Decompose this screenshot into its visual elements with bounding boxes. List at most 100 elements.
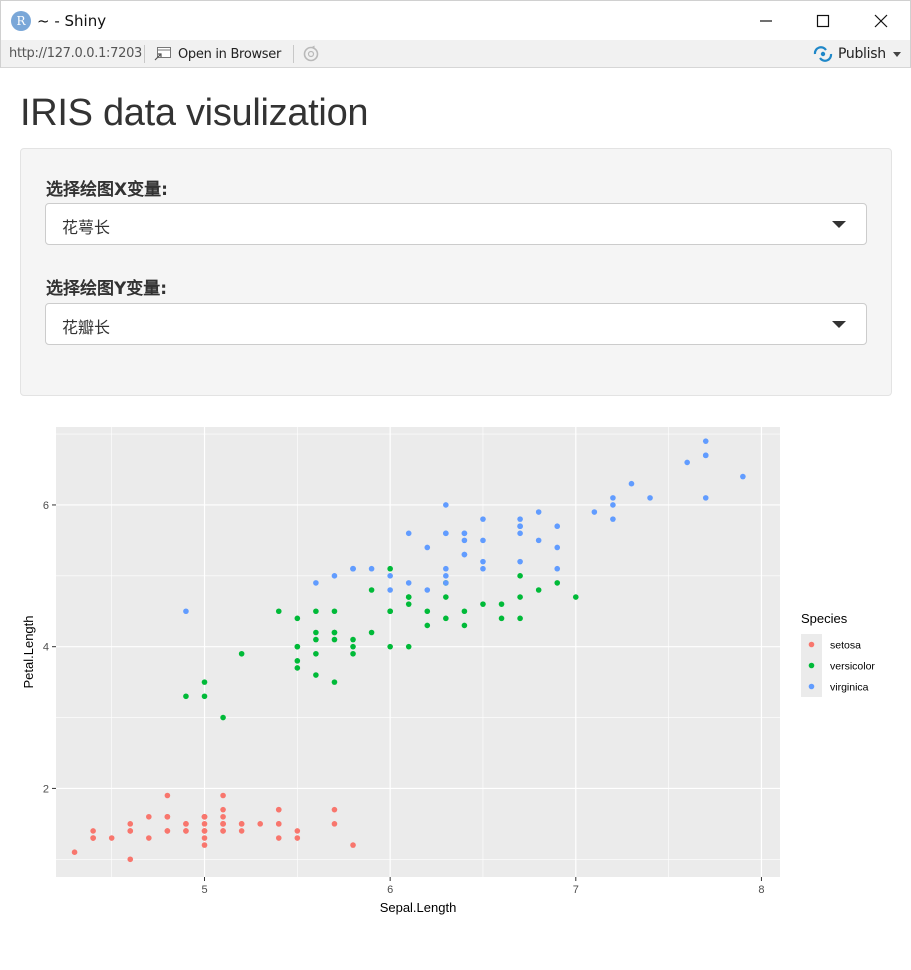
data-point-versicolor xyxy=(480,601,486,607)
data-point-virginica xyxy=(610,495,616,501)
data-point-versicolor xyxy=(424,608,431,615)
legend: Species setosa versicolor virginica xyxy=(801,611,875,697)
data-point-versicolor xyxy=(405,643,412,650)
data-point-setosa xyxy=(220,828,226,834)
data-point-versicolor xyxy=(220,714,226,721)
data-point-versicolor xyxy=(331,608,338,615)
data-point-virginica xyxy=(610,516,616,522)
data-point-virginica xyxy=(387,587,393,593)
y-axis-title: Petal.Length xyxy=(21,615,36,688)
legend-label-versicolor: versicolor xyxy=(830,661,875,673)
data-point-versicolor xyxy=(443,594,449,600)
data-point-virginica xyxy=(702,452,709,459)
data-point-versicolor xyxy=(535,587,542,593)
data-point-versicolor xyxy=(331,679,338,685)
data-point-virginica xyxy=(443,502,449,508)
data-point-versicolor xyxy=(294,615,301,622)
data-point-virginica xyxy=(480,537,486,544)
data-point-versicolor xyxy=(498,601,505,607)
data-point-versicolor xyxy=(387,608,393,615)
data-point-setosa xyxy=(275,835,282,841)
data-point-virginica xyxy=(554,565,561,572)
major-gridlines xyxy=(56,427,780,877)
data-point-virginica xyxy=(535,509,542,515)
data-point-versicolor xyxy=(368,587,375,593)
data-points xyxy=(71,438,746,863)
data-point-virginica xyxy=(628,480,635,487)
data-point-setosa xyxy=(238,821,245,827)
data-point-setosa xyxy=(146,813,152,820)
data-point-virginica xyxy=(443,573,449,579)
legend-label-setosa: setosa xyxy=(830,640,861,652)
data-point-virginica xyxy=(183,608,189,615)
data-point-virginica xyxy=(443,565,449,572)
y-variable-select[interactable]: 花瓣长 xyxy=(45,303,867,345)
data-point-versicolor xyxy=(294,643,301,650)
chevron-down-icon xyxy=(832,221,846,228)
viewer-toolbar: http://127.0.0.1:7203 Open in Browser Pu… xyxy=(0,40,911,68)
publish-dropdown-icon[interactable] xyxy=(893,52,901,57)
publish-button[interactable]: Publish xyxy=(813,45,886,63)
data-point-versicolor xyxy=(313,608,319,615)
x-tick-label: 5 xyxy=(201,884,207,896)
y-variable-value: 花瓣长 xyxy=(62,318,111,337)
url-text[interactable]: http://127.0.0.1:7203 xyxy=(9,46,143,61)
data-point-virginica xyxy=(443,580,449,586)
data-point-virginica xyxy=(517,516,523,522)
data-point-versicolor xyxy=(443,615,449,622)
data-point-setosa xyxy=(350,842,356,848)
data-point-versicolor xyxy=(572,594,579,600)
data-point-versicolor xyxy=(201,693,208,700)
data-point-setosa xyxy=(220,806,226,813)
data-point-versicolor xyxy=(313,636,319,643)
data-point-virginica xyxy=(424,544,431,551)
data-point-setosa xyxy=(201,821,208,827)
refresh-icon[interactable] xyxy=(302,45,320,63)
y-tick-label: 2 xyxy=(43,783,49,795)
data-point-setosa xyxy=(275,806,282,813)
data-point-virginica xyxy=(331,573,338,579)
data-point-virginica xyxy=(387,573,393,579)
data-point-setosa xyxy=(90,828,96,834)
data-point-setosa xyxy=(201,813,208,820)
r-app-icon: R xyxy=(11,11,31,31)
maximize-button[interactable] xyxy=(794,1,852,41)
data-point-virginica xyxy=(554,523,561,530)
data-point-virginica xyxy=(461,551,468,558)
toolbar-divider xyxy=(293,45,294,63)
data-point-virginica xyxy=(313,580,319,586)
minimize-button[interactable] xyxy=(737,1,795,41)
data-point-virginica xyxy=(480,558,486,565)
data-point-versicolor xyxy=(424,622,431,629)
x-tick-label: 8 xyxy=(758,884,764,896)
toolbar-divider xyxy=(144,45,145,63)
data-point-setosa xyxy=(164,828,171,834)
data-point-setosa xyxy=(108,835,115,841)
x-tick-label: 7 xyxy=(573,884,579,896)
data-point-virginica xyxy=(702,495,709,501)
data-point-virginica xyxy=(424,587,431,593)
minimize-icon xyxy=(760,20,772,22)
data-point-virginica xyxy=(554,544,561,551)
scatter-plot: 5 6 7 8 2 4 6 Sepal.Length Petal.Length Specie… xyxy=(21,427,875,915)
data-point-setosa xyxy=(164,813,171,820)
data-point-versicolor xyxy=(517,615,523,622)
data-point-virginica xyxy=(480,565,486,572)
legend-key-setosa xyxy=(808,641,815,648)
data-point-versicolor xyxy=(331,636,338,643)
data-point-versicolor xyxy=(350,643,356,650)
data-point-virginica xyxy=(480,516,486,522)
x-variable-select[interactable]: 花萼长 xyxy=(45,203,867,245)
window-titlebar: R ~ - Shiny xyxy=(0,0,911,40)
data-point-versicolor xyxy=(517,594,523,600)
data-point-versicolor xyxy=(331,629,338,636)
open-in-browser-button[interactable]: Open in Browser xyxy=(154,45,281,63)
data-point-versicolor xyxy=(294,665,301,671)
data-point-setosa xyxy=(127,821,134,827)
close-button[interactable] xyxy=(852,1,910,41)
data-point-virginica xyxy=(443,530,449,537)
data-point-virginica xyxy=(461,537,468,544)
page-title: IRIS data visulization xyxy=(20,92,369,134)
publish-icon xyxy=(813,46,833,62)
data-point-setosa xyxy=(201,828,208,834)
